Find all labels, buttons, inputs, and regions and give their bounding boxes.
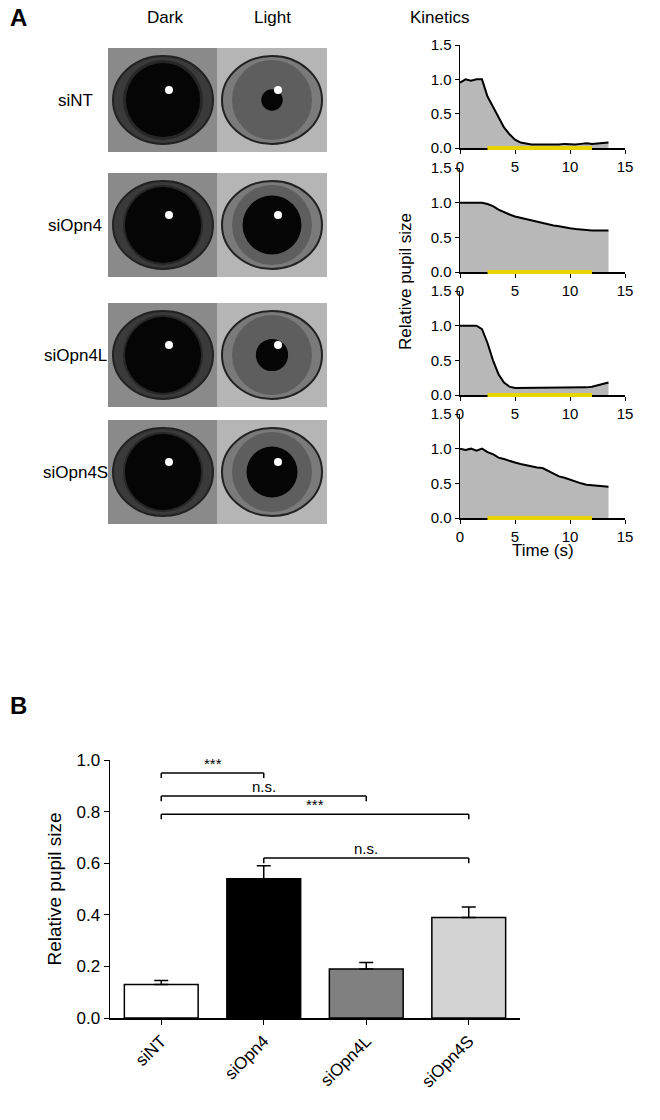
- svg-text:n.s.: n.s.: [252, 778, 276, 795]
- svg-text:1.5: 1.5: [431, 159, 452, 176]
- svg-text:Relative pupil size: Relative pupil size: [44, 812, 65, 965]
- svg-text:Kinetics: Kinetics: [410, 8, 470, 27]
- svg-text:10: 10: [562, 282, 579, 299]
- svg-text:10: 10: [562, 528, 579, 545]
- svg-text:0.2: 0.2: [76, 957, 100, 976]
- svg-text:0.5: 0.5: [431, 229, 452, 246]
- svg-text:siOpn4L: siOpn4L: [317, 1032, 375, 1090]
- svg-text:0.0: 0.0: [431, 263, 452, 280]
- svg-text:1.5: 1.5: [431, 282, 452, 299]
- svg-text:siOpn4S: siOpn4S: [418, 1032, 478, 1092]
- svg-text:10: 10: [562, 158, 579, 175]
- svg-text:n.s.: n.s.: [354, 840, 378, 857]
- svg-text:1.0: 1.0: [431, 194, 452, 211]
- svg-text:0.5: 0.5: [431, 352, 452, 369]
- svg-text:siOpn4S: siOpn4S: [43, 463, 108, 482]
- svg-text:0: 0: [456, 282, 464, 299]
- svg-text:1.0: 1.0: [431, 71, 452, 88]
- svg-text:1.0: 1.0: [431, 317, 452, 334]
- svg-text:B: B: [10, 692, 27, 719]
- svg-text:***: ***: [204, 755, 222, 772]
- svg-text:0.8: 0.8: [76, 803, 100, 822]
- svg-text:15: 15: [617, 282, 634, 299]
- svg-text:5: 5: [511, 158, 519, 175]
- svg-text:Time (s): Time (s): [512, 541, 574, 560]
- svg-text:***: ***: [306, 796, 324, 813]
- svg-text:0: 0: [456, 405, 464, 422]
- svg-text:1.5: 1.5: [431, 36, 452, 53]
- svg-text:1.5: 1.5: [431, 405, 452, 422]
- svg-text:A: A: [10, 4, 27, 31]
- svg-text:10: 10: [562, 405, 579, 422]
- svg-text:Light: Light: [254, 8, 291, 27]
- svg-text:5: 5: [511, 528, 519, 545]
- svg-text:siOpn4: siOpn4: [221, 1032, 273, 1084]
- svg-text:0.6: 0.6: [76, 854, 100, 873]
- svg-text:Relative pupil size: Relative pupil size: [396, 213, 415, 350]
- svg-text:5: 5: [511, 282, 519, 299]
- svg-text:siOpn4: siOpn4: [48, 216, 102, 235]
- svg-text:1.0: 1.0: [76, 751, 100, 770]
- svg-text:siNT: siNT: [132, 1032, 170, 1070]
- svg-text:0.0: 0.0: [431, 509, 452, 526]
- svg-text:0: 0: [456, 528, 464, 545]
- svg-text:0: 0: [456, 158, 464, 175]
- svg-text:0.5: 0.5: [431, 475, 452, 492]
- svg-text:siOpn4L: siOpn4L: [44, 346, 107, 365]
- svg-text:5: 5: [511, 405, 519, 422]
- svg-text:15: 15: [617, 528, 634, 545]
- svg-text:Dark: Dark: [147, 8, 183, 27]
- svg-text:siNT: siNT: [58, 91, 93, 110]
- svg-text:1.0: 1.0: [431, 440, 452, 457]
- svg-text:0.4: 0.4: [76, 906, 100, 925]
- svg-text:15: 15: [617, 405, 634, 422]
- svg-text:0.0: 0.0: [431, 386, 452, 403]
- svg-text:0.0: 0.0: [76, 1009, 100, 1028]
- svg-text:0.5: 0.5: [431, 105, 452, 122]
- svg-text:15: 15: [617, 158, 634, 175]
- svg-text:0.0: 0.0: [431, 139, 452, 156]
